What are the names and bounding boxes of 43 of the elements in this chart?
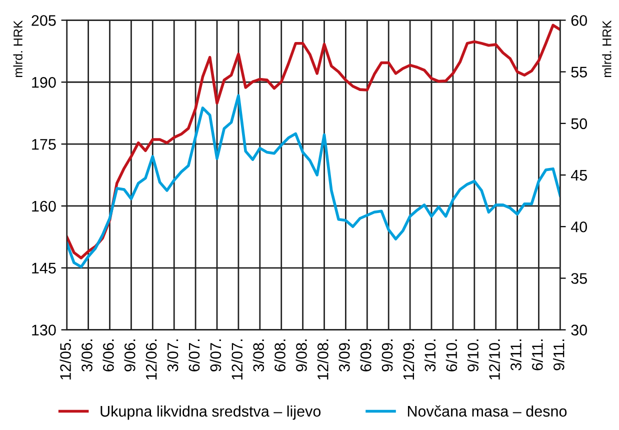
x-tick-label: 9/10. [467, 340, 478, 372]
x-tick-label: 9/09. [381, 340, 393, 372]
y2-tick-label: 30 [571, 324, 588, 336]
y-axis-title: mlrd. HRK [13, 20, 22, 78]
y2-tick-label: 40 [570, 221, 588, 232]
legend-label: Novčana masa – desno [408, 405, 567, 417]
x-tick-label: 3/09. [338, 340, 350, 372]
x-tick-label: 9/11. [553, 340, 564, 370]
y2-tick-label: 55 [571, 66, 587, 78]
y-tick-label: 190 [32, 77, 56, 88]
x-tick-label: 3/06. [81, 340, 92, 372]
x-tick-label: 6/11. [532, 340, 543, 370]
x-tick-label: 3/11. [510, 340, 522, 370]
y2-tick-label: 60 [571, 15, 588, 26]
x-tick-label: 6/09. [360, 340, 372, 372]
x-tick-label: 9/07. [210, 340, 222, 372]
line-series [66, 94, 560, 268]
y-tick-label: 160 [32, 200, 56, 212]
x-tick-label: 12/06. [146, 340, 157, 380]
y-tick-label: 130 [32, 324, 56, 336]
y2-tick-label: 35 [571, 273, 587, 284]
x-tick-label: 12/10. [488, 340, 500, 380]
x-tick-label: 6/06. [102, 340, 114, 372]
x-tick-label: 6/10. [446, 340, 458, 372]
legend-label: Ukupna likvidna sredstva – lijevo [100, 405, 321, 420]
y2-axis-title: mlrd. HRK [602, 20, 612, 78]
x-tick-label: 9/06. [124, 340, 136, 372]
x-tick-label: 12/05. [60, 340, 71, 380]
x-tick-label: 9/08. [296, 340, 307, 372]
line-series [66, 24, 560, 260]
x-tick-label: 12/09. [402, 340, 414, 380]
y2-tick-label: 45 [570, 170, 587, 181]
x-tick-label: 12/07. [231, 340, 243, 380]
y-tick-label: 205 [32, 15, 56, 26]
x-tick-label: 6/08. [274, 340, 286, 372]
x-tick-label: 3/07. [166, 340, 178, 372]
y-tick-label: 145 [32, 262, 56, 274]
x-tick-label: 6/07. [188, 340, 200, 372]
x-tick-label: 3/08. [252, 340, 264, 372]
x-tick-label: 3/10. [424, 340, 436, 372]
x-tick-label: 12/08. [317, 340, 328, 380]
y2-tick-label: 50 [571, 118, 588, 130]
y-tick-label: 175 [32, 139, 56, 150]
